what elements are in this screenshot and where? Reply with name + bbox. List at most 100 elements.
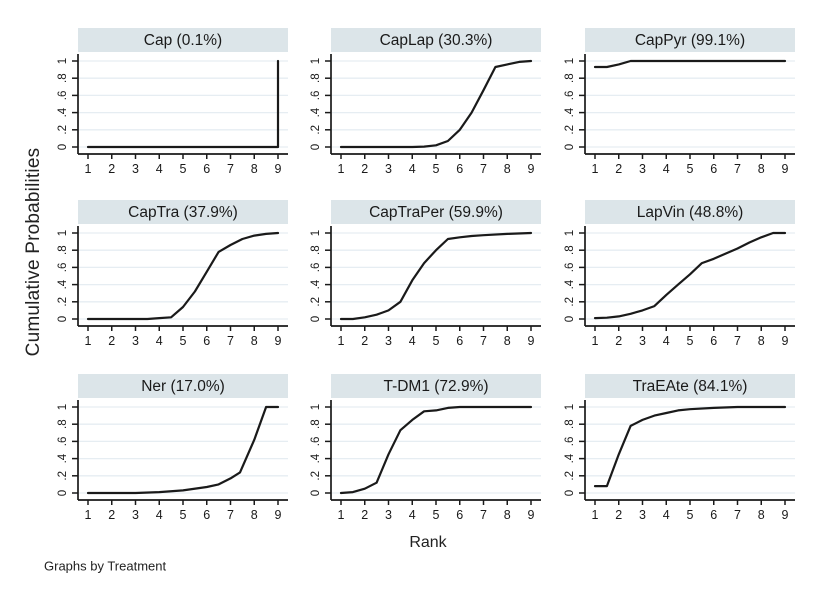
y-tick-label: .2 (310, 297, 322, 307)
x-tick-label: 6 (710, 508, 717, 522)
x-tick-label: 5 (687, 162, 694, 176)
x-tick-label: 3 (385, 162, 392, 176)
y-tick-label: .8 (564, 73, 576, 83)
x-tick-label: 5 (433, 162, 440, 176)
x-tick-label: 7 (227, 508, 234, 522)
y-tick-label: .8 (57, 245, 69, 255)
y-tick-label: 0 (564, 316, 576, 322)
x-tick-label: 9 (275, 162, 282, 176)
figure-note: Graphs by Treatment (44, 558, 167, 574)
x-tick-label: 2 (361, 334, 368, 348)
y-tick-label: .2 (310, 125, 322, 135)
x-tick-label: 2 (108, 162, 115, 176)
y-tick-label: .6 (310, 91, 322, 101)
x-tick-label: 2 (615, 162, 622, 176)
y-tick-label: .8 (57, 419, 69, 429)
x-tick-label: 9 (528, 162, 535, 176)
y-tick-label: .4 (57, 453, 69, 463)
panel-title: CapTra (37.9%) (128, 204, 238, 221)
x-tick-label: 4 (156, 508, 163, 522)
x-tick-label: 4 (663, 508, 670, 522)
panel-t-dm1: T-DM1 (72.9%) 0 .2 .4 .6 .8 1 1 2 3 4 5 6 7 8 9 (303, 374, 541, 526)
x-tick-label: 9 (528, 508, 535, 522)
cumulative-curve (339, 59, 533, 149)
x-tick-label: 3 (639, 508, 646, 522)
y-tick-label: .6 (57, 437, 69, 447)
y-tick-label: 1 (564, 404, 576, 410)
x-tick-label: 9 (782, 334, 789, 348)
x-tick-label: 2 (615, 334, 622, 348)
cumulative-curve (86, 231, 280, 321)
x-tick-label: 1 (338, 162, 345, 176)
panel-caplap: CapLap (30.3%) 0 .2 .4 .6 .8 1 1 2 3 4 5 6 7 8 9 (303, 28, 541, 180)
x-tick-label: 6 (456, 508, 463, 522)
y-tick-label: .2 (57, 471, 69, 481)
x-tick-label: 4 (663, 162, 670, 176)
panel-svg-caplap: CapLap (30.3%) 0 .2 .4 .6 .8 1 1 2 3 4 5 6 7 8 9 (310, 28, 541, 176)
panel-svg-cappyr: CapPyr (99.1%) 0 .2 .4 .6 .8 1 1 2 3 4 5 6 7 8 9 (564, 28, 795, 176)
x-tick-label: 6 (456, 162, 463, 176)
y-tick-label: .2 (57, 297, 69, 307)
x-tick-label: 1 (85, 508, 92, 522)
panel-lapvin: LapVin (48.8%) 0 .2 .4 .6 .8 1 1 2 3 4 5 6 7 8 9 (557, 200, 795, 352)
x-tick-label: 5 (180, 162, 187, 176)
panel-ner: Ner (17.0%) 0 .2 .4 .6 .8 1 1 2 3 4 5 6 7 8 9 (50, 374, 288, 526)
x-tick-label: 6 (710, 162, 717, 176)
y-tick-label: .8 (310, 73, 322, 83)
y-tick-label: 1 (57, 230, 69, 236)
panel-title-band (78, 374, 288, 398)
x-tick-label: 7 (480, 508, 487, 522)
panel-svg-traeate: TraEAte (84.1%) 0 .2 .4 .6 .8 1 1 2 3 4 5 6 7 8 9 (564, 374, 795, 522)
y-tick-label: .6 (310, 437, 322, 447)
cumulative-curve (593, 405, 787, 488)
y-tick-label: .6 (57, 91, 69, 101)
x-tick-label: 5 (687, 334, 694, 348)
y-tick-label: .4 (310, 453, 322, 463)
y-tick-label: .6 (564, 437, 576, 447)
x-tick-label: 7 (734, 162, 741, 176)
y-tick-label: .4 (310, 107, 322, 117)
x-tick-label: 9 (275, 508, 282, 522)
cumulative-curve (593, 231, 787, 320)
x-tick-label: 2 (615, 508, 622, 522)
y-tick-label: 0 (57, 316, 69, 322)
y-tick-label: .4 (564, 279, 576, 289)
panel-title: CapPyr (99.1%) (635, 32, 745, 49)
x-tick-label: 6 (456, 334, 463, 348)
x-tick-label: 1 (338, 334, 345, 348)
panel-svg-ner: Ner (17.0%) 0 .2 .4 .6 .8 1 1 2 3 4 5 6 7 8 9 (57, 374, 288, 522)
y-tick-label: 1 (310, 230, 322, 236)
y-tick-label: .2 (564, 297, 576, 307)
panel-title-band (585, 200, 795, 224)
x-tick-label: 9 (275, 334, 282, 348)
cumulative-curve (86, 405, 280, 495)
x-tick-label: 8 (758, 162, 765, 176)
x-tick-label: 4 (663, 334, 670, 348)
x-tick-label: 3 (132, 508, 139, 522)
x-tick-label: 4 (409, 508, 416, 522)
panel-title: CapLap (30.3%) (380, 32, 493, 49)
panel-title: T-DM1 (72.9%) (383, 378, 488, 395)
x-tick-label: 8 (251, 334, 258, 348)
x-tick-label: 9 (782, 508, 789, 522)
x-tick-label: 1 (85, 334, 92, 348)
y-tick-label: .2 (564, 125, 576, 135)
y-tick-label: 1 (564, 230, 576, 236)
x-tick-label: 1 (592, 508, 599, 522)
panel-svg-captra: CapTra (37.9%) 0 .2 .4 .6 .8 1 1 2 3 4 5 6 7 8 9 (57, 200, 288, 348)
y-tick-label: 1 (310, 404, 322, 410)
panel-title: Ner (17.0%) (141, 378, 225, 395)
y-tick-label: .8 (57, 73, 69, 83)
x-tick-label: 6 (710, 334, 717, 348)
cumulative-curve (339, 405, 533, 495)
y-tick-label: .2 (57, 125, 69, 135)
panel-title-band (331, 374, 541, 398)
x-tick-label: 9 (782, 162, 789, 176)
y-tick-label: 1 (564, 58, 576, 64)
x-tick-label: 8 (504, 334, 511, 348)
x-tick-label: 6 (203, 508, 210, 522)
x-tick-label: 3 (132, 334, 139, 348)
x-tick-label: 8 (758, 508, 765, 522)
x-tick-label: 7 (734, 508, 741, 522)
panel-captra: CapTra (37.9%) 0 .2 .4 .6 .8 1 1 2 3 4 5 6 7 8 9 (50, 200, 288, 352)
